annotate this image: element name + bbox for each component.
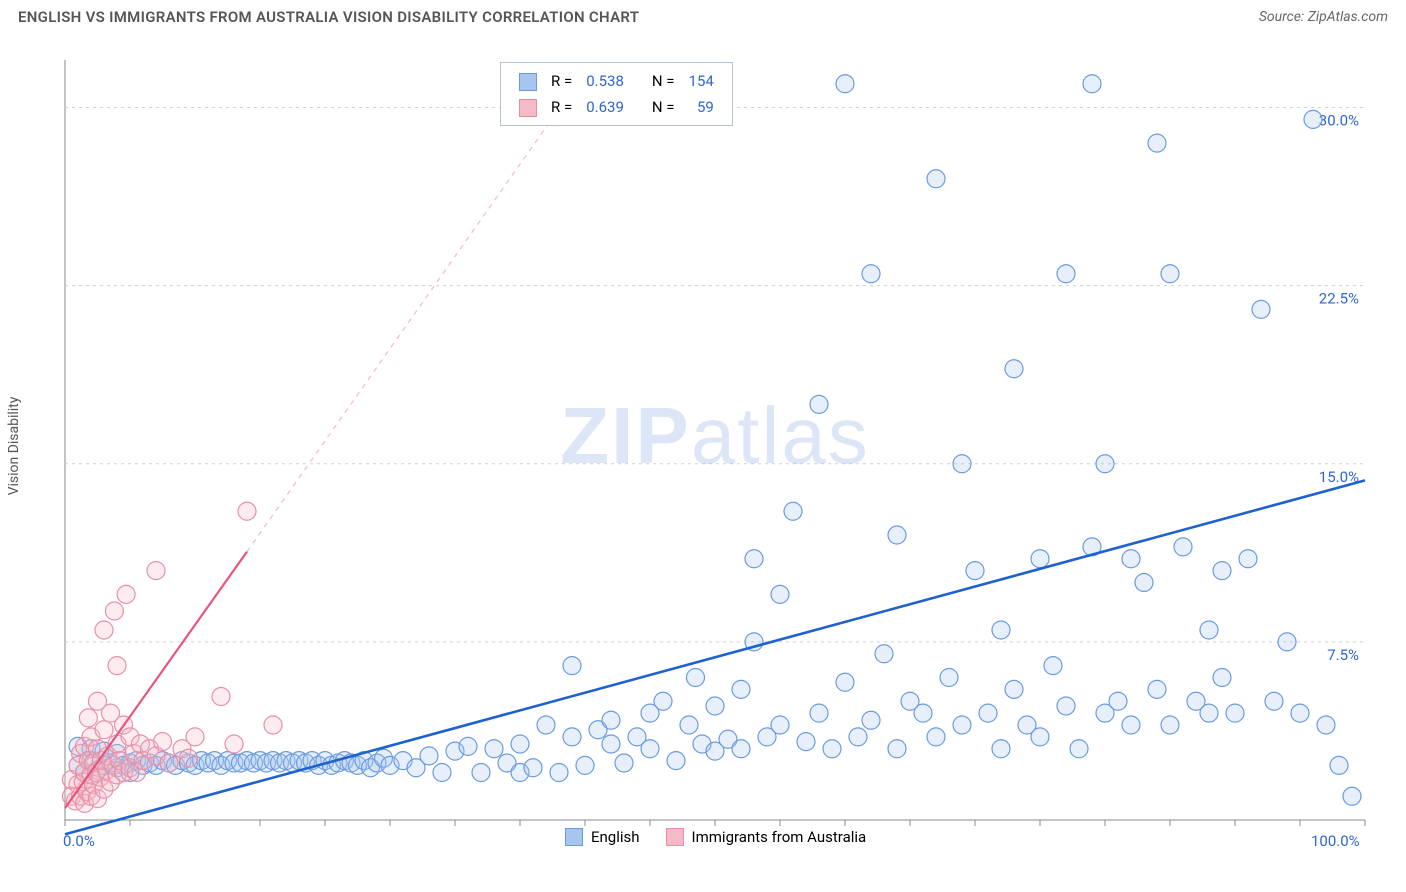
legend-r-value: 0.538 [580,69,630,93]
svg-text:30.0%: 30.0% [1319,112,1359,130]
legend-n-label: N = [646,95,681,119]
legend-swatch [519,99,537,117]
legend-swatch [666,828,684,846]
legend-series-name: Immigrants from Australia [692,828,867,846]
legend-swatch [565,828,583,846]
source-name: ZipAtlas.com [1308,9,1388,25]
legend-r-label: R = [545,69,578,93]
chart-area: 7.5%15.0%22.5%30.0% ZIPatlas R =0.538N =… [45,40,1385,850]
legend-item: English [565,828,640,846]
legend-r-value: 0.639 [580,95,630,119]
legend-r-label: R = [545,95,578,119]
legend-n-value: 59 [683,95,720,119]
chart-title: ENGLISH VS IMMIGRANTS FROM AUSTRALIA VIS… [18,8,639,26]
scatter-chart: 7.5%15.0%22.5%30.0% [45,40,1385,850]
legend-item: Immigrants from Australia [666,828,867,846]
source-prefix: Source: [1259,9,1308,25]
y-axis-label: Vision Disability [6,397,22,496]
legend-correlation: R =0.538 N =154 R =0.639 N =59 [500,62,733,126]
x-axis-max-label: 100.0% [1311,832,1360,850]
legend-series-name: English [591,828,640,846]
legend-n-label: N = [646,69,681,93]
x-axis-min-label: 0.0% [63,832,95,850]
legend-n-value: 154 [683,69,720,93]
legend-swatch [519,73,537,91]
header: ENGLISH VS IMMIGRANTS FROM AUSTRALIA VIS… [0,0,1406,30]
svg-text:22.5%: 22.5% [1319,290,1359,308]
legend-series: English Immigrants from Australia [565,828,866,846]
source-attribution: Source: ZipAtlas.com [1259,9,1388,25]
svg-text:7.5%: 7.5% [1327,646,1359,664]
